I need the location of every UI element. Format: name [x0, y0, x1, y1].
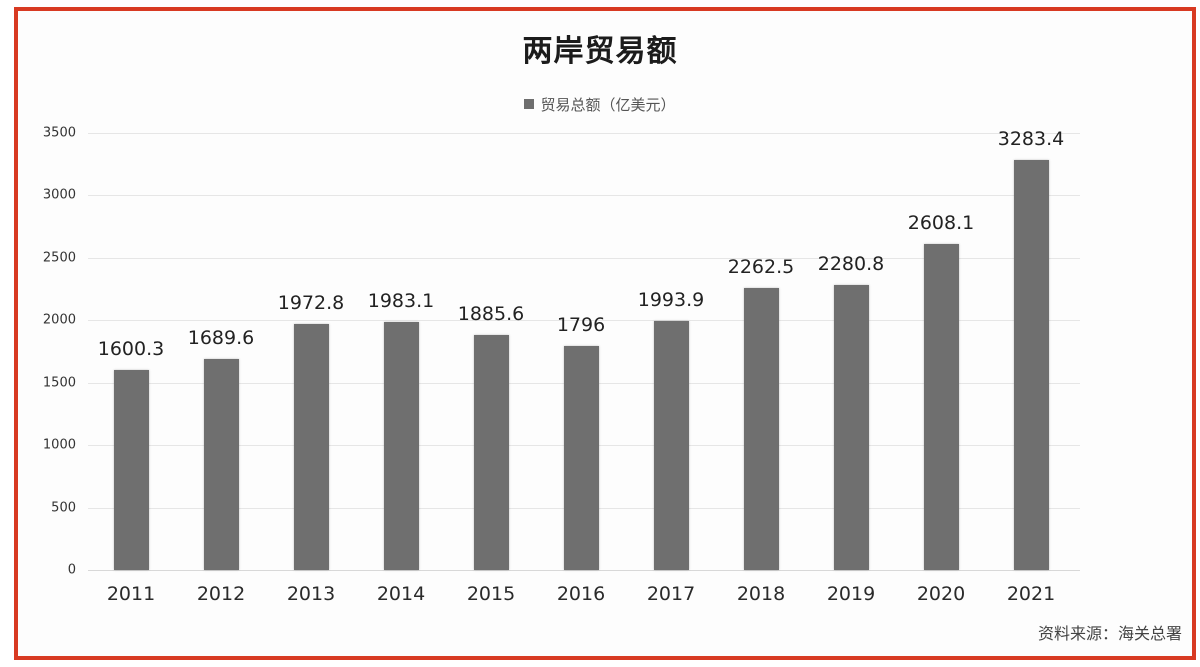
bar-2014: [383, 322, 419, 570]
data-label: 1796: [556, 313, 606, 336]
gridline: [88, 258, 1080, 259]
chart-legend: 贸易总额（亿美元）: [0, 94, 1200, 115]
x-tick-label: 2012: [196, 583, 246, 605]
x-tick-label: 2015: [466, 583, 516, 605]
data-label: 1972.8: [277, 291, 345, 314]
bar-2017: [653, 321, 689, 570]
source-note: 资料来源：海关总署: [1037, 624, 1182, 643]
gridline: [88, 133, 1080, 134]
x-tick-label: 2020: [916, 583, 966, 605]
x-tick-label: 2018: [736, 583, 786, 605]
legend-swatch-icon: [524, 99, 535, 109]
bar-2015: [473, 334, 509, 570]
x-tick-label: 2016: [556, 583, 606, 605]
data-label: 2262.5: [727, 255, 795, 278]
data-label: 3283.4: [997, 128, 1065, 151]
gridline: [88, 195, 1080, 196]
data-label: 1993.9: [637, 289, 705, 312]
x-tick-label: 2011: [106, 583, 156, 605]
y-tick-label: 1500: [42, 375, 76, 391]
y-tick-label: 3500: [42, 125, 76, 141]
data-label: 1983.1: [367, 290, 435, 313]
bar-2016: [563, 345, 599, 570]
bar-2012: [203, 359, 239, 570]
bar-2021: [1013, 160, 1049, 570]
data-label: 1600.3: [97, 338, 165, 361]
x-tick-label: 2021: [1006, 583, 1056, 605]
x-tick-label: 2019: [826, 583, 876, 605]
chart-title: 两岸贸易额: [522, 34, 678, 69]
y-tick-label: 0: [67, 562, 76, 578]
x-tick-label: 2013: [286, 583, 336, 605]
bar-2020: [923, 244, 959, 570]
gridline: [88, 570, 1080, 571]
bar-2011: [113, 370, 149, 570]
y-tick-label: 500: [51, 500, 76, 516]
y-tick-label: 2000: [42, 312, 76, 328]
y-tick-label: 1000: [42, 437, 76, 453]
data-label: 1885.6: [457, 302, 525, 325]
bar-2019: [833, 285, 869, 570]
bar-2013: [293, 323, 329, 570]
bar-2018: [743, 287, 779, 570]
y-tick-label: 2500: [42, 250, 76, 266]
gridline: [88, 320, 1080, 321]
x-tick-label: 2014: [376, 583, 426, 605]
y-tick-label: 3000: [42, 187, 76, 203]
x-tick-label: 2017: [646, 583, 696, 605]
data-label: 1689.6: [187, 327, 255, 350]
data-label: 2608.1: [907, 212, 975, 235]
legend-label: 贸易总额（亿美元）: [540, 96, 676, 114]
data-label: 2280.8: [817, 253, 885, 276]
